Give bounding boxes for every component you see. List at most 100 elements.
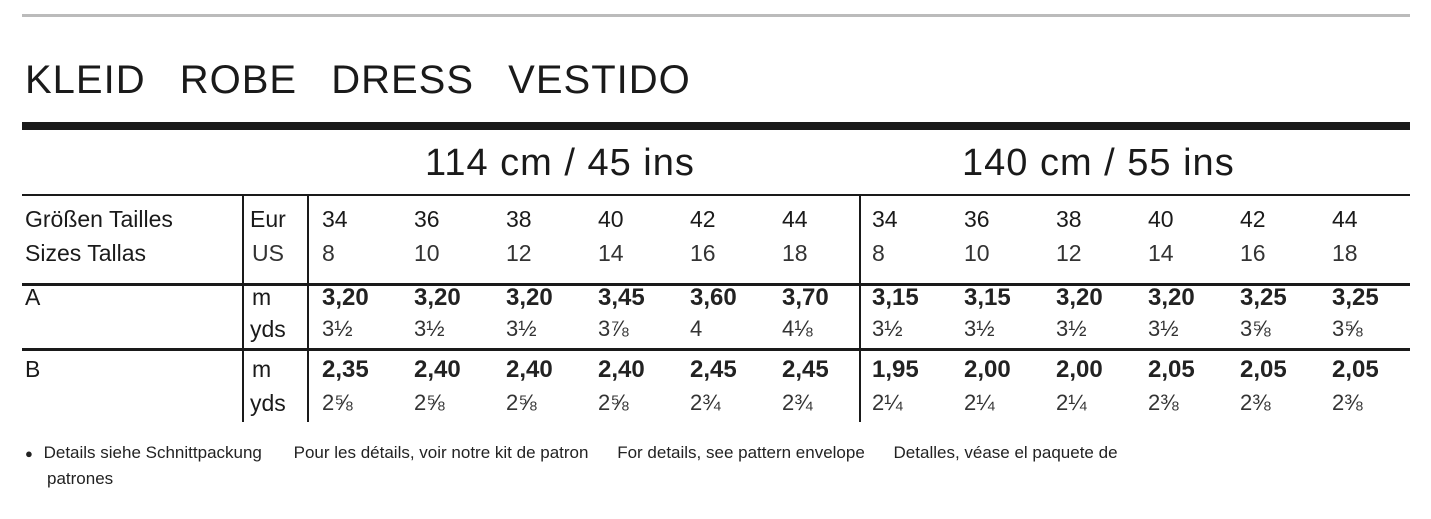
meters-value: 3,25: [1332, 284, 1379, 311]
yards-value: 2⅜: [1148, 390, 1179, 415]
meters-value: 3,70: [782, 284, 829, 311]
eur-size: 40: [598, 206, 624, 232]
us-size: 16: [690, 240, 716, 266]
footnote-es-cont: patrones: [47, 469, 114, 488]
sizes-rule: [22, 283, 1410, 286]
meters-value: 2,05: [1148, 356, 1195, 383]
eur-size: 42: [690, 206, 716, 232]
footnote-en: For details, see pattern envelope: [617, 443, 865, 462]
yards-value: 3½: [872, 316, 903, 341]
top-rule: [22, 14, 1410, 17]
us-size: 14: [598, 240, 624, 266]
yards-value: 2⅜: [1332, 390, 1363, 415]
title-en: DRESS: [331, 58, 475, 102]
yards-value: 3⅞: [598, 316, 629, 341]
us-size: 10: [964, 240, 990, 266]
meters-value: 3,20: [322, 284, 369, 311]
meters-value: 3,20: [506, 284, 553, 311]
title-de: KLEID: [25, 58, 146, 102]
eur-size: 38: [1056, 206, 1082, 232]
yards-value: 3½: [506, 316, 537, 341]
meters-value: 2,40: [598, 356, 645, 383]
eur-size: 38: [506, 206, 532, 232]
us-size: 16: [1240, 240, 1266, 266]
us-size: 12: [1056, 240, 1082, 266]
yards-value: 2⅝: [322, 390, 353, 415]
meters-value: 3,25: [1240, 284, 1287, 311]
meters-value: 3,45: [598, 284, 645, 311]
footnote-de: Details siehe Schnittpackung: [43, 443, 262, 462]
page-title: KLEID ROBE DRESS VESTIDO: [25, 58, 691, 103]
label-divider: [242, 196, 244, 422]
meters-value: 2,40: [506, 356, 553, 383]
meters-value: 3,60: [690, 284, 737, 311]
yards-value: 4⅛: [782, 316, 813, 341]
yards-value: 4: [690, 316, 703, 341]
yards-value: 3½: [1148, 316, 1179, 341]
meters-value: 2,05: [1332, 356, 1379, 383]
us-size: 18: [782, 240, 808, 266]
meters-unit: m: [252, 284, 272, 310]
eur-size: 44: [782, 206, 808, 232]
yards-value: 2¼: [964, 390, 995, 415]
eur-size: 34: [872, 206, 898, 232]
unit-divider: [307, 196, 309, 422]
meters-value: 2,05: [1240, 356, 1287, 383]
yards-value: 3½: [322, 316, 353, 341]
us-size: 8: [322, 240, 335, 266]
yards-value: 2¾: [690, 390, 721, 415]
yards-value: 3⅝: [1240, 316, 1271, 341]
bullet-icon: ●: [25, 446, 33, 461]
yards-value: 3½: [1056, 316, 1087, 341]
title-rule: [22, 122, 1410, 130]
meters-value: 3,15: [964, 284, 1011, 311]
meters-value: 2,00: [1056, 356, 1103, 383]
yards-value: 2⅝: [598, 390, 629, 415]
meters-value: 2,00: [964, 356, 1011, 383]
yards-value: 2⅜: [1240, 390, 1271, 415]
title-es: VESTIDO: [508, 58, 691, 102]
eur-size: 40: [1148, 206, 1174, 232]
eur-size: 36: [964, 206, 990, 232]
meters-value: 2,40: [414, 356, 461, 383]
us-size: 10: [414, 240, 440, 266]
title-fr: ROBE: [179, 58, 298, 102]
yards-unit: yds: [250, 316, 286, 342]
eur-size: 34: [322, 206, 348, 232]
width-divider: [859, 196, 861, 422]
us-size: 8: [872, 240, 885, 266]
view-label: A: [25, 284, 41, 310]
yards-value: 2⅝: [506, 390, 537, 415]
sizes-label-2: Sizes Tallas: [25, 240, 147, 266]
eur-size: 42: [1240, 206, 1266, 232]
yards-value: 3½: [964, 316, 995, 341]
eur-size: 36: [414, 206, 440, 232]
header-rule: [22, 194, 1410, 196]
meters-value: 1,95: [872, 356, 919, 383]
meters-value: 3,15: [872, 284, 919, 311]
footnote-fr: Pour les détails, voir notre kit de patr…: [293, 443, 589, 462]
footnote-line-1: ● Details siehe Schnittpackung Pour les …: [25, 443, 1118, 463]
yards-value: 3⅝: [1332, 316, 1363, 341]
yards-value: 2⅝: [414, 390, 445, 415]
yards-value: 2¾: [782, 390, 813, 415]
meters-value: 3,20: [1148, 284, 1195, 311]
meters-unit: m: [252, 356, 272, 382]
meters-value: 2,45: [690, 356, 737, 383]
eur-label: Eur: [250, 206, 286, 232]
fabric-width-114: 114 cm / 45 ins: [425, 142, 695, 184]
us-size: 12: [506, 240, 532, 266]
eur-size: 44: [1332, 206, 1358, 232]
us-label: US: [252, 240, 284, 266]
us-size: 14: [1148, 240, 1174, 266]
footnote-es: Detalles, véase el paquete de: [893, 443, 1118, 462]
us-size: 18: [1332, 240, 1358, 266]
yards-value: 2¼: [872, 390, 903, 415]
sizes-label-1: Größen Tailles: [25, 206, 173, 232]
row-a-rule: [22, 348, 1410, 351]
yards-value: 2¼: [1056, 390, 1087, 415]
meters-value: 3,20: [414, 284, 461, 311]
view-label: B: [25, 356, 41, 382]
fabric-width-140: 140 cm / 55 ins: [962, 142, 1235, 184]
meters-value: 3,20: [1056, 284, 1103, 311]
